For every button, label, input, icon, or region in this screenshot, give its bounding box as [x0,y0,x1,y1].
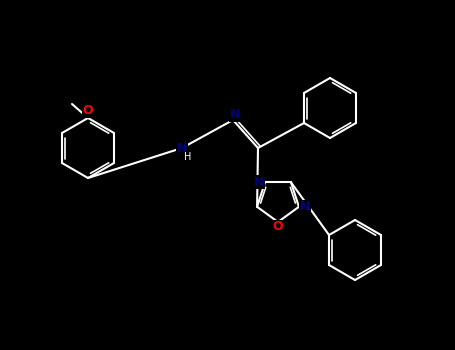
Text: O: O [273,220,283,233]
Text: N: N [230,108,240,121]
Text: N: N [177,141,187,154]
Text: N: N [254,176,264,189]
Text: O: O [83,105,93,118]
Text: H: H [184,152,192,162]
Text: N: N [300,200,310,213]
